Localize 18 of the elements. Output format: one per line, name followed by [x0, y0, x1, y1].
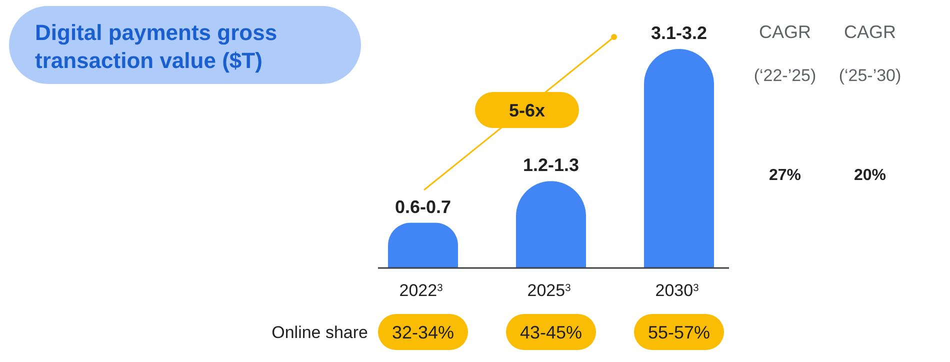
x-tick-label: 2030$^{3}$	[655, 281, 700, 300]
x-tick-label: 2022$^{3}$	[399, 281, 444, 300]
text: Digital payments gross transaction value ($T)	[35, 20, 278, 73]
data-label: 3.1-3.2	[650, 23, 708, 43]
text: 20%	[854, 167, 886, 184]
text: CAGR	[844, 22, 896, 42]
data-label: 0.6-0.7	[394, 196, 452, 217]
annotation: 5-6x	[508, 100, 546, 120]
text: 27%	[768, 167, 802, 184]
text: CAGR	[758, 22, 812, 42]
text: 55-57%	[648, 322, 710, 342]
text: 43-45%	[520, 322, 582, 342]
text: 32-34%	[392, 322, 454, 342]
text: (‘25-’30)	[838, 66, 902, 85]
x-tick-label: 2025$^{3}$	[527, 281, 572, 300]
text: (‘22-’25)	[754, 66, 816, 85]
text: Online share	[272, 323, 368, 342]
data-label: 1.2-1.3	[522, 155, 580, 176]
